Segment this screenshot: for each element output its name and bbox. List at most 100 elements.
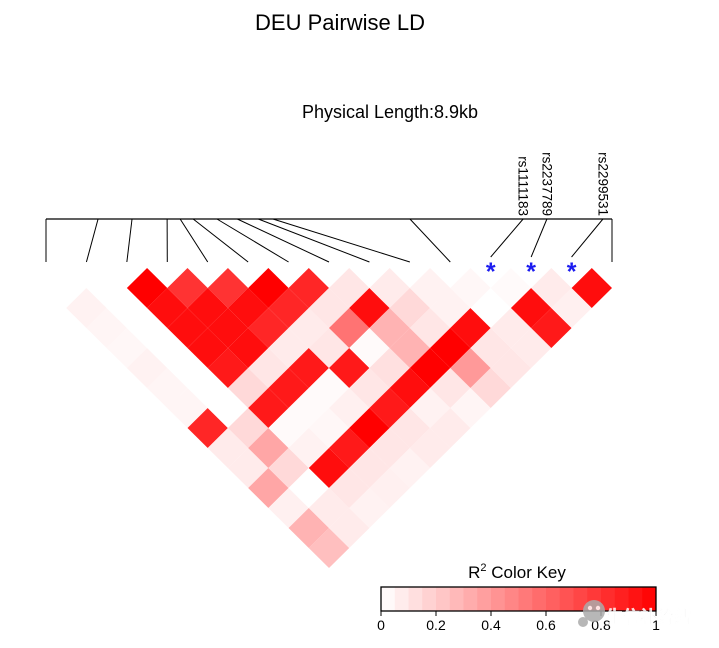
color-key-tick-label: 0.6 [536,617,556,633]
ld-cell-11-14 [531,308,572,348]
color-key-step [381,587,396,611]
ld-cell-1-11 [268,448,309,488]
color-key-step [436,587,451,611]
ld-cell-12-14 [551,288,592,328]
color-key-step [422,587,437,611]
watermark-logo-eye [595,605,601,611]
ld-cell-7-12 [409,348,451,388]
ld-cell-1-14 [329,508,370,548]
snp-position-tick-10 [409,218,451,263]
ld-cell-1-5 [147,328,188,368]
snp-name-labels: rs1111183 rs2237789 rs2299531 [516,152,611,216]
color-key-tick-label: 0 [377,617,385,633]
ld-cell-2-4 [147,288,188,328]
ld-cell-7-8 [329,268,370,308]
ld-cell-0-4 [106,328,148,368]
ld-cell-13-14 [571,268,612,308]
snp-label-rs2237789: rs2237789 [539,152,554,216]
color-key-step [559,587,574,611]
ld-cell-8-11 [409,308,451,348]
snp-position-tick-1 [85,218,99,263]
ld-cell-0-1 [46,268,87,308]
color-key-step [642,587,657,611]
color-key-step [601,587,616,611]
ld-triangle-cells [46,268,612,568]
superscript-2: 2 [480,562,486,574]
ld-cell-4-8 [268,328,309,368]
watermark: 生信补给站 [578,600,691,627]
ld-cell-5-14 [409,428,451,468]
ld-cell-0-6 [147,368,188,408]
snp-position-tick-12 [530,218,548,258]
color-key-step [504,587,519,611]
ld-cell-5-10 [329,348,370,388]
ld-cell-0-12 [268,488,309,528]
ld-cell-0-7 [167,388,208,428]
ld-cell-9-14 [490,348,532,388]
color-key-step [546,587,561,611]
color-key-step [518,587,533,611]
genomic-map-lines [45,218,613,263]
color-key-title: R2 Color Key [468,562,566,582]
color-key-step [408,587,423,611]
watermark-logo-bubble-small [578,617,588,627]
snp-position-tick-8 [258,218,370,263]
snp-position-tick-9 [272,218,411,263]
ld-cell-9-13 [470,328,511,368]
flagged-snp-asterisk-13: * [567,258,577,286]
ld-cell-0-9 [207,428,249,468]
ld-cell-4-11 [329,388,370,428]
color-key-border [380,586,657,612]
flagged-snp-asterisk-12: * [526,258,536,286]
plot-title: DEU Pairwise LD [255,10,425,35]
ld-cell-3-6 [207,308,249,348]
color-key-step [463,587,478,611]
color-key-tick-label: 1 [652,617,660,633]
color-key-step [573,587,588,611]
ld-cell-11-12 [490,268,532,308]
ld-cell-8-14 [470,368,511,408]
ld-cell-2-13 [329,468,370,508]
ld-cell-4-5 [207,268,249,308]
color-key-step [628,587,643,611]
ld-cell-12-13 [531,268,572,308]
color-key-gradient [380,586,657,612]
ld-cell-10-13 [490,308,532,348]
flagged-snp-markers: * * * [486,258,577,286]
color-key-step [491,587,506,611]
ld-cell-2-5 [167,308,208,348]
color-key-step [449,587,464,611]
ld-cell-1-6 [167,348,208,388]
snp-position-tick-13 [571,218,604,258]
ld-cell-5-7 [268,288,309,328]
color-key-step [477,587,492,611]
snp-position-tick-2 [126,218,133,263]
ld-cell-6-9 [329,308,370,348]
snp-position-tick-5 [192,218,249,263]
ld-cell-2-10 [268,408,309,448]
ld-cell-1-8 [207,388,249,428]
ld-cell-0-2 [66,288,107,328]
watermark-logo-bubble [583,600,605,622]
color-key-step [614,587,629,611]
color-key-tick-label: 0.2 [426,617,446,633]
ld-cell-1-3 [106,288,148,328]
snp-position-tick-7 [237,218,330,263]
snp-position-tick-11 [490,218,524,258]
snp-label-rs1111183: rs1111183 [516,156,531,216]
color-key-step [532,587,547,611]
snp-position-tick-6 [216,218,289,263]
snp-label-rs2299531: rs2299531 [595,152,610,216]
ld-cell-3-4 [167,268,208,308]
snp-position-tick-4 [179,218,209,263]
color-key-step [394,587,409,611]
watermark-text: 生信补给站 [606,607,691,627]
ld-cell-3-12 [329,428,370,468]
ld-cell-3-9 [268,368,309,408]
color-key: R2 Color Key 0 0.2 0.4 0.6 0.8 1 [377,562,660,633]
color-key-tick-label: 0.4 [481,617,501,633]
ld-cell-10-12 [470,288,511,328]
watermark-logo-eye [587,605,593,611]
